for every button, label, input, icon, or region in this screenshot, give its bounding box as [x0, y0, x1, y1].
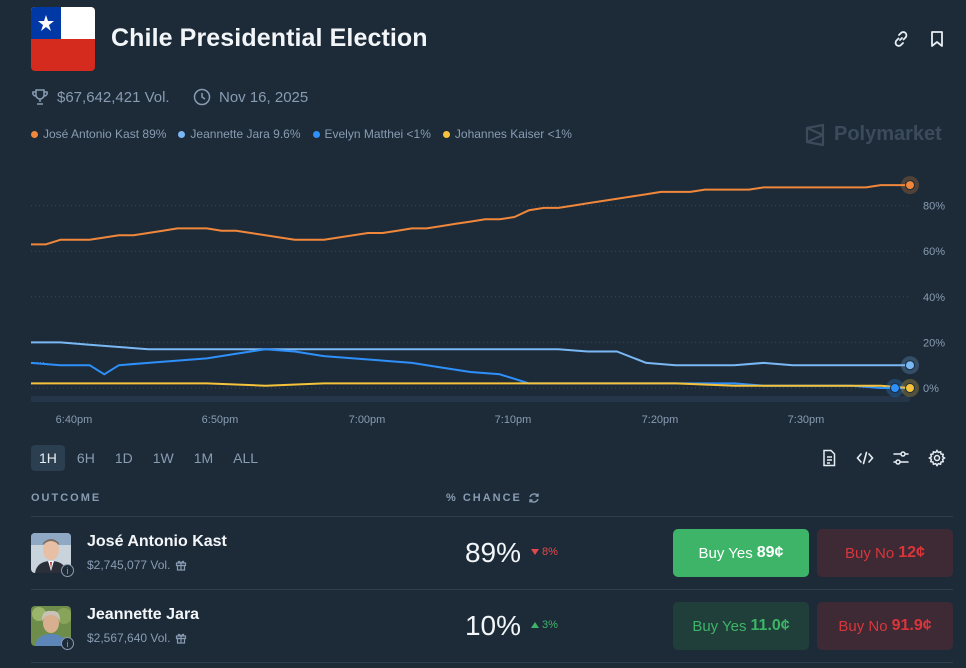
page-title: Chile Presidential Election: [111, 24, 428, 52]
timeframe-all[interactable]: ALL: [233, 450, 259, 466]
legend-item: José Antonio Kast 89%: [31, 127, 166, 141]
timeframe-1d[interactable]: 1D: [114, 450, 133, 466]
buy-yes-button[interactable]: Buy Yes 89¢: [673, 529, 809, 577]
change-down: 8%: [531, 546, 558, 558]
x-tick-label: 6:40pm: [56, 414, 93, 426]
clock-icon: [193, 88, 211, 106]
series-line-jeannette-jara: [31, 341, 910, 367]
legend-item: Johannes Kaiser <1%: [442, 127, 572, 141]
document-icon[interactable]: [820, 449, 838, 467]
buy-no-button[interactable]: Buy No 12¢: [817, 529, 953, 577]
series-end-point: [905, 383, 915, 393]
timeframe-1m[interactable]: 1M: [193, 450, 214, 466]
triangle-up-icon: [531, 622, 539, 628]
legend-dot: [178, 130, 186, 138]
buy-no-button[interactable]: Buy No 91.9¢: [817, 602, 953, 650]
chance-column-header: % CHANCE: [446, 492, 540, 504]
x-tick-label: 7:30pm: [788, 414, 825, 426]
polymarket-logo-icon: [805, 123, 825, 146]
x-tick-label: 7:10pm: [495, 414, 532, 426]
row-divider: [31, 662, 953, 663]
y-tick-label: 40%: [923, 292, 945, 304]
x-tick-label: 6:50pm: [202, 414, 239, 426]
chart-toolbar: [820, 449, 946, 467]
series-line-evelyn-matthei: [30, 348, 910, 389]
x-tick-label: 7:20pm: [642, 414, 679, 426]
polymarket-watermark: Polymarket: [804, 123, 942, 146]
timeframe-1h[interactable]: 1H: [31, 445, 65, 471]
outcome-volume: $2,567,640 Vol.: [87, 631, 187, 645]
outcome-chance: 89%: [464, 537, 521, 568]
outcome-volume: $2,745,077 Vol.: [87, 558, 187, 572]
series-end-point: [890, 383, 900, 393]
trophy-icon: [32, 89, 48, 105]
svg-text:i: i: [67, 566, 69, 576]
outcome-column-header: OUTCOME: [31, 492, 102, 504]
timeframe-selector: 1H 6H 1D 1W 1M ALL: [31, 445, 266, 471]
row-divider: [31, 589, 953, 590]
timeframe-6h[interactable]: 6H: [76, 450, 95, 466]
gear-icon[interactable]: [928, 449, 946, 467]
price-history-chart: 80% 60% 40% 20% 0% 6:40pm 6:50pm 7:00pm 7:10pm 7…: [30, 176, 945, 426]
sliders-icon[interactable]: [892, 449, 910, 467]
x-axis-ticks: 6:40pm 6:50pm 7:00pm 7:10pm 7:20pm 7:30pm: [56, 414, 825, 426]
range-band: [31, 396, 910, 402]
series-end-point: [905, 360, 915, 371]
gift-icon[interactable]: [175, 559, 187, 571]
chart-legend: José Antonio Kast 89% Jeannette Jara 9.6…: [31, 127, 572, 141]
embed-code-icon[interactable]: [856, 449, 874, 467]
legend-item: Jeannette Jara 9.6%: [178, 127, 301, 141]
y-tick-label: 20%: [923, 337, 945, 349]
buy-yes-button[interactable]: Buy Yes 11.0¢: [673, 602, 809, 650]
y-tick-label: 0%: [923, 383, 939, 395]
triangle-down-icon: [531, 549, 539, 555]
timeframe-1w[interactable]: 1W: [152, 450, 174, 466]
y-axis-ticks: 80% 60% 40% 20% 0%: [923, 201, 945, 395]
series-end-point: [905, 180, 915, 191]
gift-icon[interactable]: [175, 632, 187, 644]
legend-dot: [31, 130, 38, 138]
legend-dot: [442, 130, 450, 138]
chile-flag-logo: [31, 7, 95, 71]
change-up: 3%: [531, 619, 558, 631]
legend-item: Evelyn Matthei <1%: [312, 127, 431, 141]
link-icon[interactable]: [892, 30, 910, 48]
date-meta: Nov 16, 2025: [193, 88, 308, 106]
row-divider: [31, 516, 953, 517]
total-volume: $67,642,421 Vol.: [57, 88, 170, 106]
y-tick-label: 60%: [923, 246, 945, 258]
end-date: Nov 16, 2025: [219, 88, 309, 106]
series-line-johannes-kaiser: [31, 382, 911, 389]
series-line-jos-antonio-kast: [31, 184, 910, 246]
chart-grid: [31, 205, 910, 402]
bookmark-icon[interactable]: [928, 30, 946, 48]
chart-series: [30, 176, 919, 397]
refresh-icon[interactable]: [528, 492, 540, 504]
x-tick-label: 7:00pm: [349, 414, 386, 426]
info-icon[interactable]: i: [61, 564, 74, 577]
y-tick-label: 80%: [923, 201, 945, 213]
outcome-name[interactable]: Jeannette Jara: [87, 606, 200, 623]
info-icon[interactable]: i: [61, 637, 74, 650]
outcome-chance: 10%: [464, 610, 521, 641]
svg-text:i: i: [67, 639, 69, 649]
outcome-name[interactable]: José Antonio Kast: [87, 533, 227, 550]
legend-dot: [312, 130, 320, 138]
volume-meta: $67,642,421 Vol.: [31, 88, 170, 106]
